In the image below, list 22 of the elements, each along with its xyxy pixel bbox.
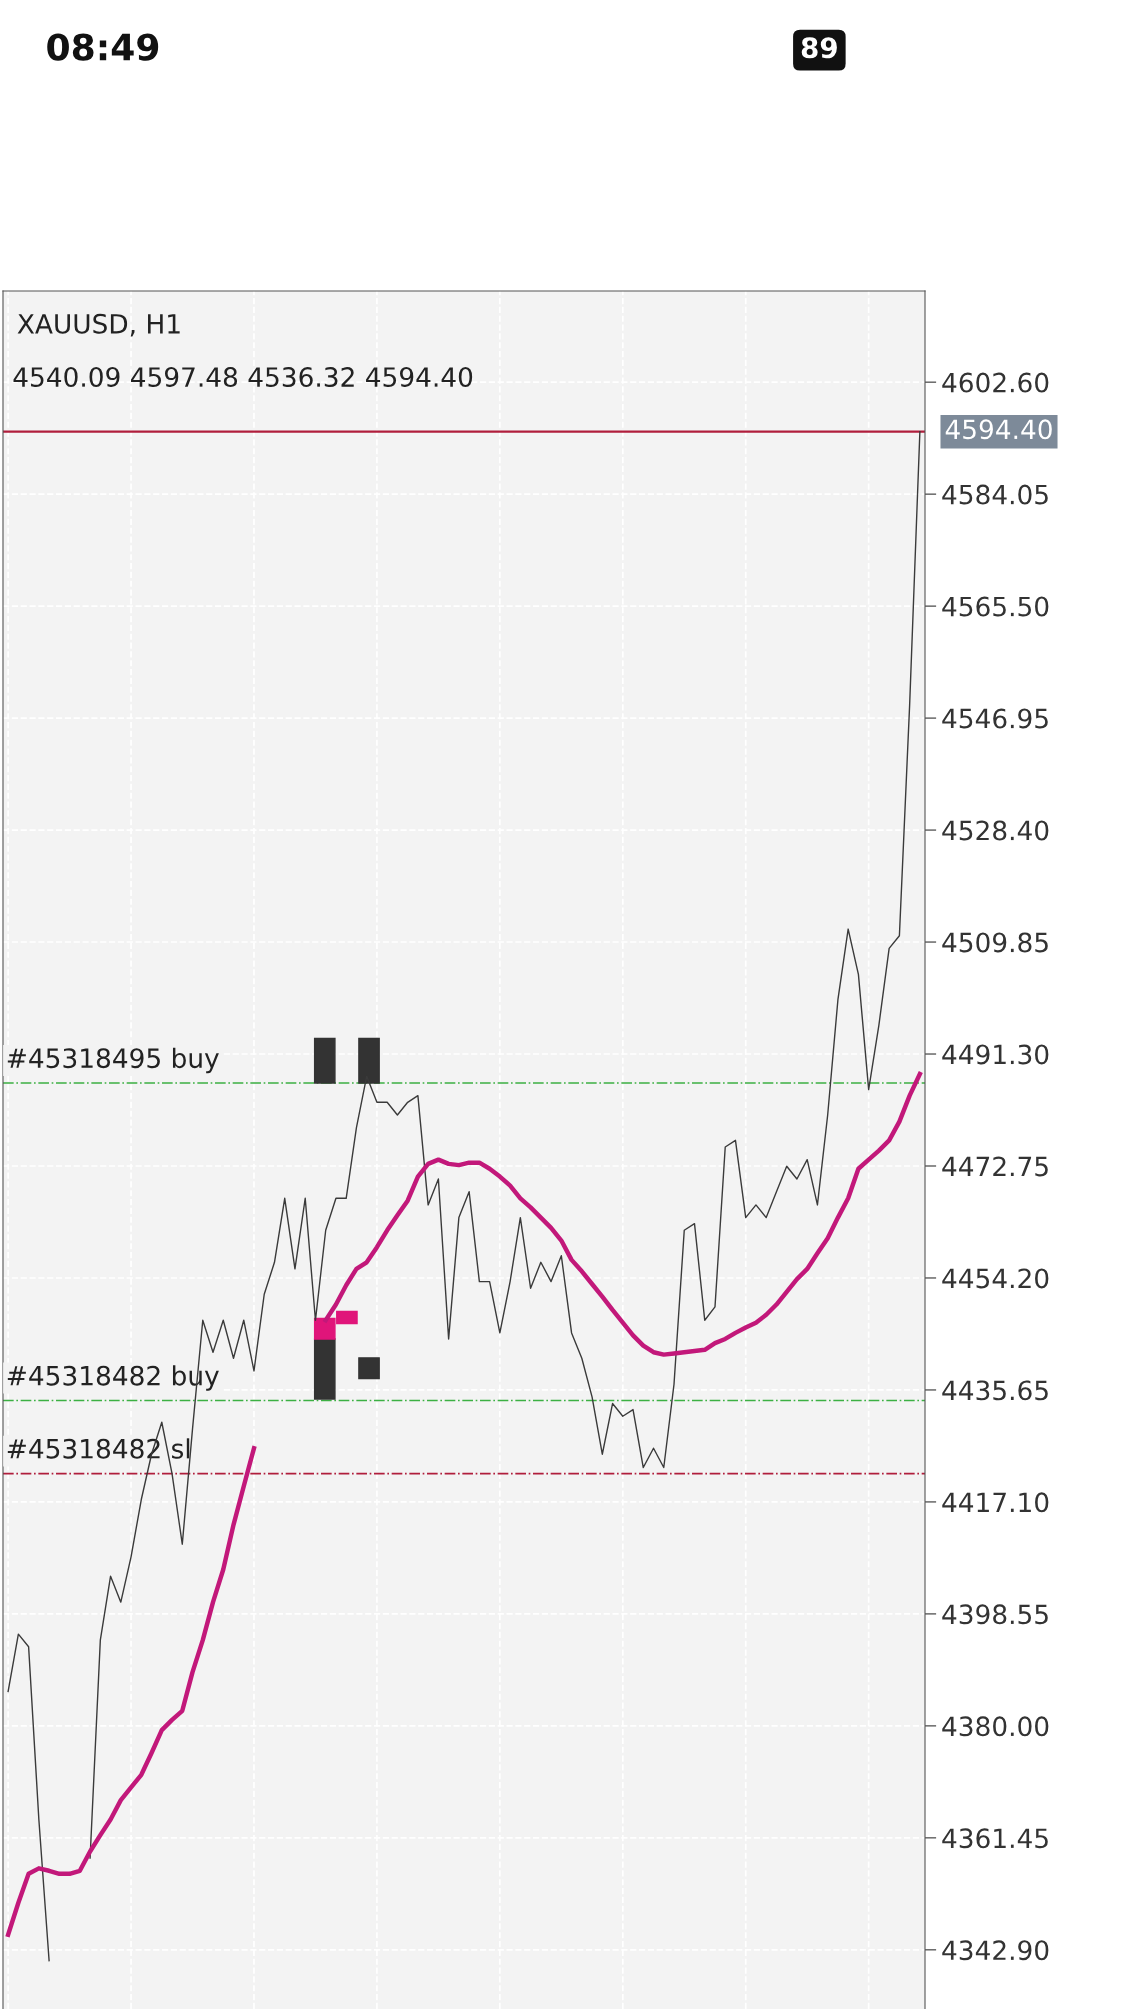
- y-tick-label: 4509.85: [942, 932, 1048, 953]
- y-tick-label: 4472.75: [942, 1156, 1048, 1177]
- ref-line-label: 4594.40: [945, 419, 1052, 440]
- y-tick-label: 4528.40: [942, 820, 1049, 841]
- y-tick-label: 4454.20: [942, 1268, 1049, 1289]
- text: 4540.09 4597.48 4536.32 4594.40: [13, 367, 473, 388]
- y-tick-label: 4546.95: [942, 708, 1048, 729]
- y-tick-label: 4380.00: [942, 1716, 1049, 1737]
- line-series: [7, 1633, 50, 1962]
- y-tick-label: 4342.90: [942, 1940, 1049, 1961]
- ref-line-label: #45318495 buy: [7, 1047, 219, 1074]
- y-tick-label: 4584.05: [942, 484, 1048, 505]
- y-tick-label: 4361.45: [942, 1828, 1048, 1849]
- text: 89: [801, 37, 837, 59]
- y-tick-label: 4435.65: [942, 1380, 1048, 1401]
- y-tick-label: 4491.30: [942, 1044, 1049, 1065]
- y-tick-label: 4565.50: [942, 596, 1049, 617]
- y-tick-label: 4602.60: [942, 372, 1049, 393]
- text: XAUUSD, H1: [17, 313, 180, 337]
- y-tick-label: 4398.55: [942, 1604, 1048, 1625]
- y-tick-label: 4417.10: [942, 1492, 1049, 1513]
- text: 08:49: [47, 33, 159, 61]
